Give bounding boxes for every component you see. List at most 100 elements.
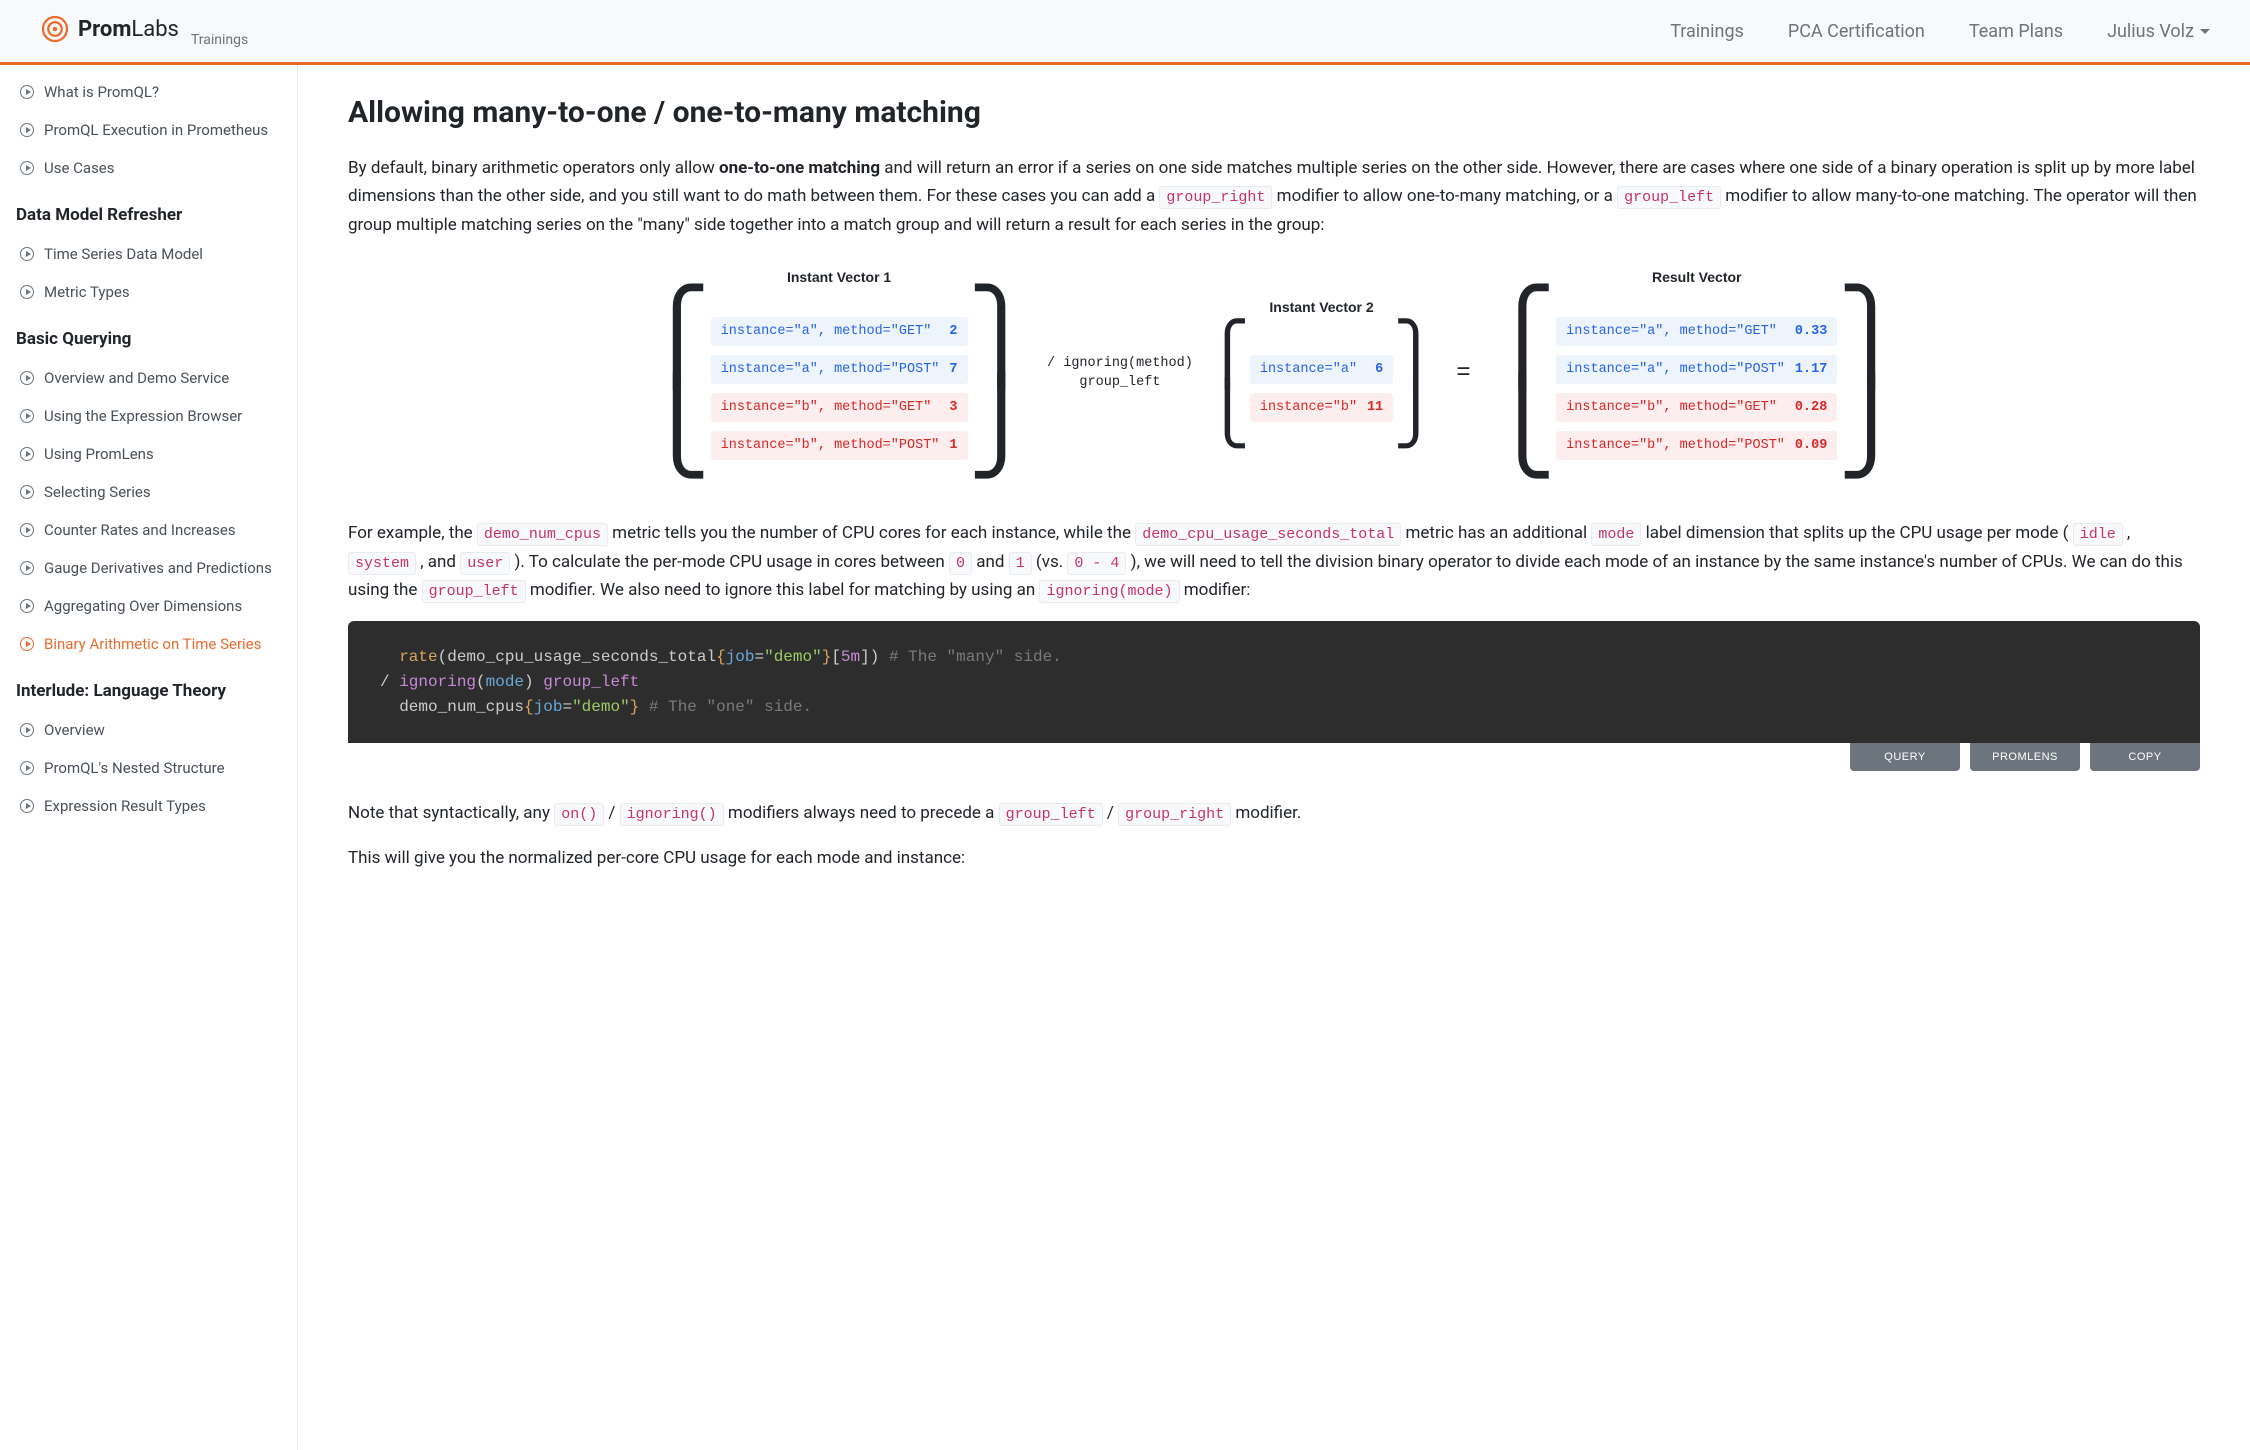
sidebar-item-label: Time Series Data Model	[44, 245, 203, 263]
sidebar-item-label: Overview	[44, 721, 105, 739]
vector-row: instance="a", method="POST"7	[711, 355, 968, 384]
sidebar-item-label: Use Cases	[44, 159, 115, 177]
sidebar-item-metric-types[interactable]: Metric Types	[0, 273, 297, 311]
sidebar-item-label: Selecting Series	[44, 483, 151, 501]
vector-row: instance="a", method="POST"1.17	[1556, 355, 1837, 384]
code-group-right: group_right	[1159, 186, 1272, 209]
vector-row: instance="a"6	[1250, 355, 1393, 384]
play-icon	[20, 123, 34, 137]
header: PromLabs Trainings Trainings PCA Certifi…	[0, 0, 2250, 65]
sidebar-item-label: Using the Expression Browser	[44, 407, 242, 425]
result-intro-paragraph: This will give you the normalized per-co…	[348, 844, 2200, 872]
brace-icon: ⎧⎩	[1205, 329, 1250, 449]
promlabs-logo-icon	[40, 14, 70, 44]
play-icon	[20, 85, 34, 99]
vector-row: instance="b", method="POST"0.09	[1556, 431, 1837, 460]
play-icon	[20, 247, 34, 261]
sidebar-item-selecting-series[interactable]: Selecting Series	[0, 473, 297, 511]
sidebar-item-label: Aggregating Over Dimensions	[44, 597, 242, 615]
vector-title: Result Vector	[1652, 269, 1741, 285]
vector-title: Instant Vector 1	[787, 269, 891, 285]
play-icon	[20, 799, 34, 813]
play-icon	[20, 723, 34, 737]
brace-icon: ⎫⎭	[1837, 299, 1905, 479]
sidebar-item-label: What is PromQL?	[44, 83, 159, 101]
code-actions: QUERY PROMLENS COPY	[348, 743, 2200, 771]
vector-row: instance="b", method="GET"3	[711, 393, 968, 422]
vector-title: Instant Vector 2	[1269, 299, 1373, 315]
play-icon	[20, 371, 34, 385]
play-icon	[20, 523, 34, 537]
sidebar-section-interlude: Interlude: Language Theory	[0, 663, 297, 711]
play-icon	[20, 637, 34, 651]
sidebar-item-result-types[interactable]: Expression Result Types	[0, 787, 297, 825]
logo-link[interactable]: PromLabs	[40, 14, 179, 44]
vector-row: instance="a", method="GET"0.33	[1556, 317, 1837, 346]
sidebar-item-label: Expression Result Types	[44, 797, 206, 815]
play-icon	[20, 285, 34, 299]
play-icon	[20, 761, 34, 775]
play-icon	[20, 409, 34, 423]
sidebar-item-lt-overview[interactable]: Overview	[0, 711, 297, 749]
brace-icon: ⎫⎭	[968, 299, 1036, 479]
brace-icon: ⎧⎩	[643, 299, 711, 479]
vector-row: instance="b", method="GET"0.28	[1556, 393, 1837, 422]
sidebar[interactable]: What is PromQL? PromQL Execution in Prom…	[0, 65, 298, 1450]
nav-pca[interactable]: PCA Certification	[1788, 21, 1925, 42]
sidebar-item-expression-browser[interactable]: Using the Expression Browser	[0, 397, 297, 435]
example-paragraph: For example, the demo_num_cpus metric te…	[348, 519, 2200, 605]
sidebar-item-promql-execution[interactable]: PromQL Execution in Prometheus	[0, 111, 297, 149]
query-button[interactable]: QUERY	[1850, 743, 1960, 771]
vector-row: instance="a", method="GET"2	[711, 317, 968, 346]
brace-icon: ⎧⎩	[1489, 299, 1557, 479]
operator-label: / ignoring(method) group_left	[1047, 355, 1193, 393]
sidebar-item-use-cases[interactable]: Use Cases	[0, 149, 297, 187]
sidebar-item-label: Overview and Demo Service	[44, 369, 229, 387]
layout: What is PromQL? PromQL Execution in Prom…	[0, 65, 2250, 1450]
sidebar-item-label: Using PromLens	[44, 445, 154, 463]
logo-subtext: Trainings	[191, 32, 248, 48]
sidebar-section-data-model: Data Model Refresher	[0, 187, 297, 235]
sidebar-item-promlens[interactable]: Using PromLens	[0, 435, 297, 473]
logo-area: PromLabs Trainings	[40, 14, 248, 48]
sidebar-item-what-is-promql[interactable]: What is PromQL?	[0, 73, 297, 111]
play-icon	[20, 561, 34, 575]
sidebar-item-nested-structure[interactable]: PromQL's Nested Structure	[0, 749, 297, 787]
play-icon	[20, 599, 34, 613]
main-content: Allowing many-to-one / one-to-many match…	[298, 65, 2250, 1450]
promlens-button[interactable]: PROMLENS	[1970, 743, 2080, 771]
sidebar-item-aggregating[interactable]: Aggregating Over Dimensions	[0, 587, 297, 625]
logo-text: PromLabs	[78, 17, 179, 42]
matching-diagram: Instant Vector 1 ⎧⎩ instance="a", method…	[348, 269, 2200, 479]
play-icon	[20, 161, 34, 175]
sidebar-item-time-series-data-model[interactable]: Time Series Data Model	[0, 235, 297, 273]
play-icon	[20, 485, 34, 499]
user-name: Julius Volz	[2107, 21, 2194, 42]
intro-paragraph: By default, binary arithmetic operators …	[348, 154, 2200, 239]
top-nav: Trainings PCA Certification Team Plans J…	[1670, 21, 2210, 42]
sidebar-item-binary-arithmetic[interactable]: Binary Arithmetic on Time Series	[0, 625, 297, 663]
instant-vector-1: Instant Vector 1 ⎧⎩ instance="a", method…	[643, 269, 1035, 479]
code-group-left: group_left	[1617, 186, 1721, 209]
equals-sign: =	[1450, 360, 1476, 387]
sidebar-item-label: Metric Types	[44, 283, 130, 301]
sidebar-section-basic-querying: Basic Querying	[0, 311, 297, 359]
sidebar-item-label: Counter Rates and Increases	[44, 521, 236, 539]
play-icon	[20, 447, 34, 461]
code-block: rate(demo_cpu_usage_seconds_total{job="d…	[348, 621, 2200, 743]
nav-team-plans[interactable]: Team Plans	[1969, 21, 2063, 42]
sidebar-item-label: PromQL's Nested Structure	[44, 759, 225, 777]
vector-row: instance="b"11	[1250, 393, 1393, 422]
instant-vector-2: Instant Vector 2 ⎧⎩ instance="a"6 instan…	[1205, 299, 1438, 449]
sidebar-item-overview-demo[interactable]: Overview and Demo Service	[0, 359, 297, 397]
nav-user-menu[interactable]: Julius Volz	[2107, 21, 2210, 42]
nav-trainings[interactable]: Trainings	[1670, 21, 1744, 42]
sidebar-item-counter-rates[interactable]: Counter Rates and Increases	[0, 511, 297, 549]
copy-button[interactable]: COPY	[2090, 743, 2200, 771]
vector-row: instance="b", method="POST"1	[711, 431, 968, 460]
sidebar-item-label: PromQL Execution in Prometheus	[44, 121, 268, 139]
sidebar-item-label: Gauge Derivatives and Predictions	[44, 559, 272, 577]
sidebar-item-label: Binary Arithmetic on Time Series	[44, 635, 261, 653]
sidebar-item-gauge-derivatives[interactable]: Gauge Derivatives and Predictions	[0, 549, 297, 587]
result-vector: Result Vector ⎧⎩ instance="a", method="G…	[1489, 269, 1905, 479]
